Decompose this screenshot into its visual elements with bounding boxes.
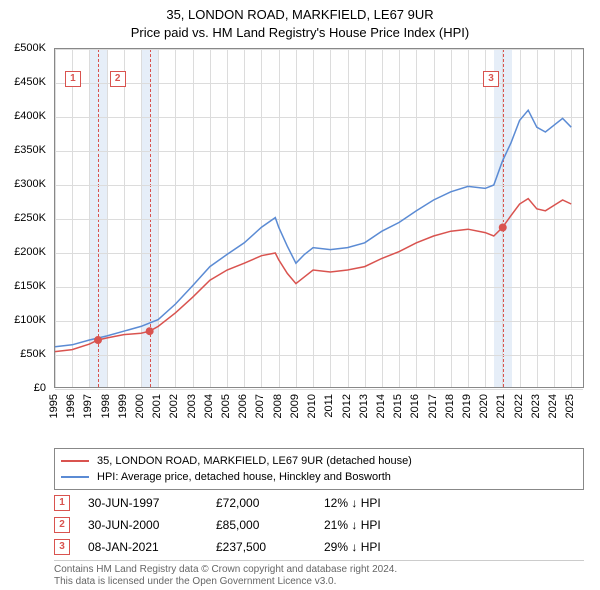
x-tick-label: 2007 [254,394,266,418]
x-tick-label: 1998 [100,394,112,418]
y-axis-labels: £0£50K£100K£150K£200K£250K£300K£350K£400… [0,48,50,388]
grid-line-h [55,389,583,390]
sale-date: 30-JUN-1997 [88,496,198,510]
footer-line-2: This data is licensed under the Open Gov… [54,576,584,588]
legend-swatch-property [61,460,89,462]
sale-badge-3: 3 [483,71,499,87]
x-tick-label: 2015 [392,394,404,418]
sale-row-badge: 3 [54,539,70,555]
legend-row-hpi: HPI: Average price, detached house, Hinc… [61,469,577,485]
arrow-down-icon: ↓ [351,496,357,510]
footer-line-1: Contains HM Land Registry data © Crown c… [54,564,584,576]
x-axis-labels: 1995199619971998199920002001200220032004… [54,392,584,444]
x-tick-label: 2008 [272,394,284,418]
y-tick-label: £450K [14,76,46,88]
x-tick-label: 2025 [564,394,576,418]
sale-row: 2 30-JUN-2000 £85,000 21% ↓ HPI [54,514,584,536]
x-tick-label: 2004 [203,394,215,418]
x-tick-label: 2020 [478,394,490,418]
sale-row: 1 30-JUN-1997 £72,000 12% ↓ HPI [54,492,584,514]
legend-swatch-hpi [61,476,89,478]
x-tick-label: 2012 [341,394,353,418]
x-tick-label: 1999 [117,394,129,418]
sale-hpi-delta: 21% ↓ HPI [324,518,381,532]
x-tick-label: 2024 [547,394,559,418]
arrow-down-icon: ↓ [351,518,357,532]
x-tick-label: 2009 [289,394,301,418]
title-line-2: Price paid vs. HM Land Registry's House … [0,24,600,42]
legend-label-property: 35, LONDON ROAD, MARKFIELD, LE67 9UR (de… [97,455,412,467]
y-tick-label: £150K [14,280,46,292]
sales-table: 1 30-JUN-1997 £72,000 12% ↓ HPI 2 30-JUN-2000… [54,492,584,558]
sale-date: 08-JAN-2021 [88,540,198,554]
sale-row: 3 08-JAN-2021 £237,500 29% ↓ HPI [54,536,584,558]
sale-price: £85,000 [216,518,306,532]
price-chart: 1 2 3 [54,48,584,388]
x-tick-label: 2017 [427,394,439,418]
x-tick-label: 2014 [375,394,387,418]
sale-point [146,327,154,335]
x-tick-label: 2022 [513,394,525,418]
x-tick-label: 2003 [186,394,198,418]
sale-hpi-delta: 29% ↓ HPI [324,540,381,554]
x-tick-label: 2001 [151,394,163,418]
y-tick-label: £500K [14,42,46,54]
legend-row-property: 35, LONDON ROAD, MARKFIELD, LE67 9UR (de… [61,453,577,469]
y-tick-label: £100K [14,314,46,326]
sale-hpi-delta: 12% ↓ HPI [324,496,381,510]
x-tick-label: 2010 [306,394,318,418]
y-tick-label: £200K [14,246,46,258]
x-tick-label: 2006 [237,394,249,418]
x-tick-label: 2018 [444,394,456,418]
x-tick-label: 2013 [358,394,370,418]
sale-row-badge: 2 [54,517,70,533]
y-tick-label: £50K [20,348,46,360]
sale-point [499,224,507,232]
x-tick-label: 2019 [461,394,473,418]
legend: 35, LONDON ROAD, MARKFIELD, LE67 9UR (de… [54,448,584,490]
sale-point [94,336,102,344]
x-tick-label: 2016 [409,394,421,418]
legend-label-hpi: HPI: Average price, detached house, Hinc… [97,471,391,483]
footer: Contains HM Land Registry data © Crown c… [54,560,584,588]
y-tick-label: £400K [14,110,46,122]
y-tick-label: £0 [34,382,46,394]
sale-badge-2: 2 [110,71,126,87]
y-tick-label: £350K [14,144,46,156]
x-tick-label: 1997 [82,394,94,418]
plot-svg [55,49,583,387]
arrow-down-icon: ↓ [351,540,357,554]
x-tick-label: 2021 [495,394,507,418]
y-tick-label: £300K [14,178,46,190]
y-tick-label: £250K [14,212,46,224]
sale-badge-1: 1 [65,71,81,87]
x-tick-label: 2023 [530,394,542,418]
x-tick-label: 2005 [220,394,232,418]
sale-date: 30-JUN-2000 [88,518,198,532]
x-tick-label: 1996 [65,394,77,418]
x-tick-label: 2000 [134,394,146,418]
x-tick-label: 1995 [48,394,60,418]
sale-row-badge: 1 [54,495,70,511]
chart-title: 35, LONDON ROAD, MARKFIELD, LE67 9UR Pri… [0,0,600,42]
sale-price: £237,500 [216,540,306,554]
series-hpi [55,110,571,347]
x-tick-label: 2011 [323,394,335,418]
title-line-1: 35, LONDON ROAD, MARKFIELD, LE67 9UR [0,6,600,24]
x-tick-label: 2002 [168,394,180,418]
sale-price: £72,000 [216,496,306,510]
